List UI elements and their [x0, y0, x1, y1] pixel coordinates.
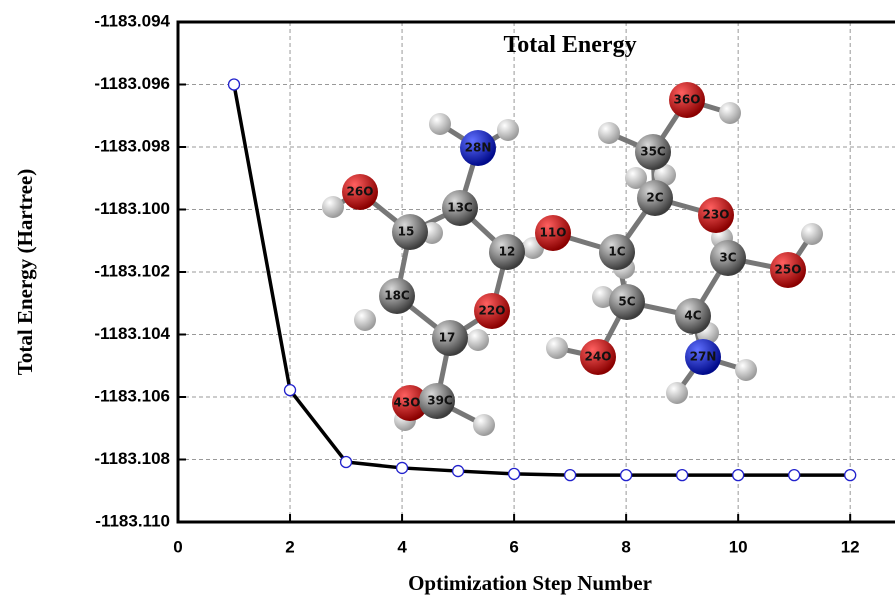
y-tick-label: -1183.096 — [94, 74, 170, 93]
x-tick-label: 10 — [729, 537, 748, 556]
x-tick-label: 6 — [509, 537, 518, 556]
atom-label: 5C — [618, 295, 635, 309]
atom-label: 43O — [394, 396, 421, 410]
atom-label: 23O — [703, 208, 730, 222]
atom-label: 35C — [640, 145, 666, 159]
series-line — [234, 85, 850, 476]
atom-label: 22O — [479, 304, 506, 318]
atom-label: 18C — [384, 289, 410, 303]
atom-label: 39C — [427, 394, 453, 408]
plot — [229, 79, 856, 481]
data-point — [733, 470, 744, 481]
data-point — [229, 79, 240, 90]
data-point — [789, 470, 800, 481]
data-point — [845, 470, 856, 481]
atom-label: 2C — [646, 191, 663, 205]
atom-label: 26O — [347, 185, 374, 199]
atom-label: 13C — [447, 201, 473, 215]
y-tick-label: -1183.098 — [94, 136, 170, 155]
atom-label: 27N — [690, 350, 717, 364]
x-axis-title: Optimization Step Number — [408, 571, 652, 595]
atom-label: 36O — [674, 93, 701, 107]
x-tick-label: 2 — [285, 537, 294, 556]
atom-label: 3C — [719, 251, 736, 265]
data-point — [285, 385, 296, 396]
x-tick-label: 12 — [841, 537, 860, 556]
chart-title: Total Energy — [503, 32, 636, 58]
molecule-image: 36O 35C 28N 2C 26O 13C 23O 15 11O 12 1C … — [322, 82, 823, 436]
data-point — [453, 466, 464, 477]
atom-label: 25O — [775, 263, 802, 277]
x-tick-label: 4 — [397, 537, 407, 556]
hydrogen-atoms — [322, 102, 823, 436]
data-point — [621, 470, 632, 481]
y-tick-label: -1183.108 — [94, 449, 170, 468]
atom-label: 24O — [585, 350, 612, 364]
data-point — [397, 462, 408, 473]
y-tick-label: -1183.094 — [94, 11, 170, 30]
atom-label: 11O — [540, 226, 567, 240]
data-point — [509, 468, 520, 479]
y-tick-label: -1183.100 — [94, 199, 170, 218]
y-tick-label: -1183.106 — [94, 386, 170, 405]
data-point — [341, 457, 352, 468]
atom-label: 12 — [499, 245, 516, 259]
atom-label: 4C — [684, 309, 701, 323]
atom-label: 1C — [608, 245, 625, 259]
data-point — [565, 470, 576, 481]
x-tick-label: 0 — [173, 537, 182, 556]
atom-labels: 36O 35C 28N 2C 26O 13C 23O 15 11O 12 1C … — [347, 93, 802, 410]
chart: 36O 35C 28N 2C 26O 13C 23O 15 11O 12 1C … — [0, 0, 895, 597]
atom-label: 28N — [465, 141, 492, 155]
atom-label: 17 — [439, 331, 456, 345]
y-tick-label: -1183.110 — [95, 511, 170, 530]
data-point — [677, 470, 688, 481]
x-tick-label: 8 — [621, 537, 630, 556]
y-tick-label: -1183.102 — [94, 261, 170, 280]
y-axis-title: Total Energy (Hartree) — [13, 169, 37, 375]
atom-label: 15 — [398, 225, 415, 239]
y-tick-label: -1183.104 — [94, 324, 170, 343]
